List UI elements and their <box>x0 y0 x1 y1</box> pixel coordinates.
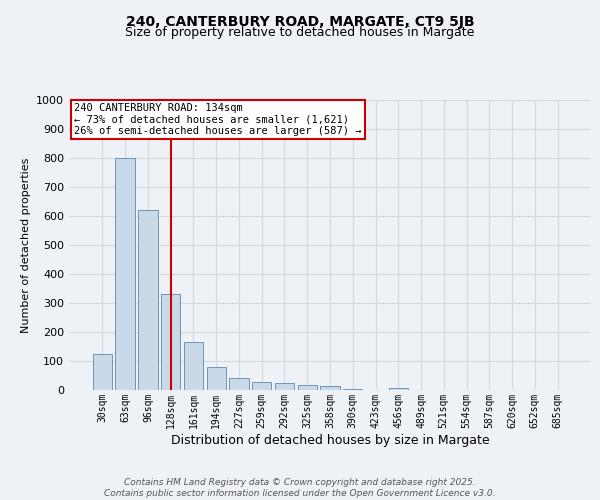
Bar <box>229 378 248 390</box>
Bar <box>93 354 112 390</box>
Text: 240, CANTERBURY ROAD, MARGATE, CT9 5JB: 240, CANTERBURY ROAD, MARGATE, CT9 5JB <box>125 15 475 29</box>
Bar <box>252 382 271 390</box>
Bar <box>206 367 226 390</box>
Bar <box>184 342 203 390</box>
Bar <box>389 388 408 390</box>
Text: 240 CANTERBURY ROAD: 134sqm
← 73% of detached houses are smaller (1,621)
26% of : 240 CANTERBURY ROAD: 134sqm ← 73% of det… <box>74 103 362 136</box>
Text: Size of property relative to detached houses in Margate: Size of property relative to detached ho… <box>125 26 475 39</box>
X-axis label: Distribution of detached houses by size in Margate: Distribution of detached houses by size … <box>170 434 490 446</box>
Bar <box>161 294 181 390</box>
Text: Contains HM Land Registry data © Crown copyright and database right 2025.
Contai: Contains HM Land Registry data © Crown c… <box>104 478 496 498</box>
Bar <box>275 383 294 390</box>
Bar <box>343 388 362 390</box>
Bar <box>138 210 158 390</box>
Bar <box>320 386 340 390</box>
Bar <box>298 385 317 390</box>
Bar <box>115 158 135 390</box>
Y-axis label: Number of detached properties: Number of detached properties <box>20 158 31 332</box>
